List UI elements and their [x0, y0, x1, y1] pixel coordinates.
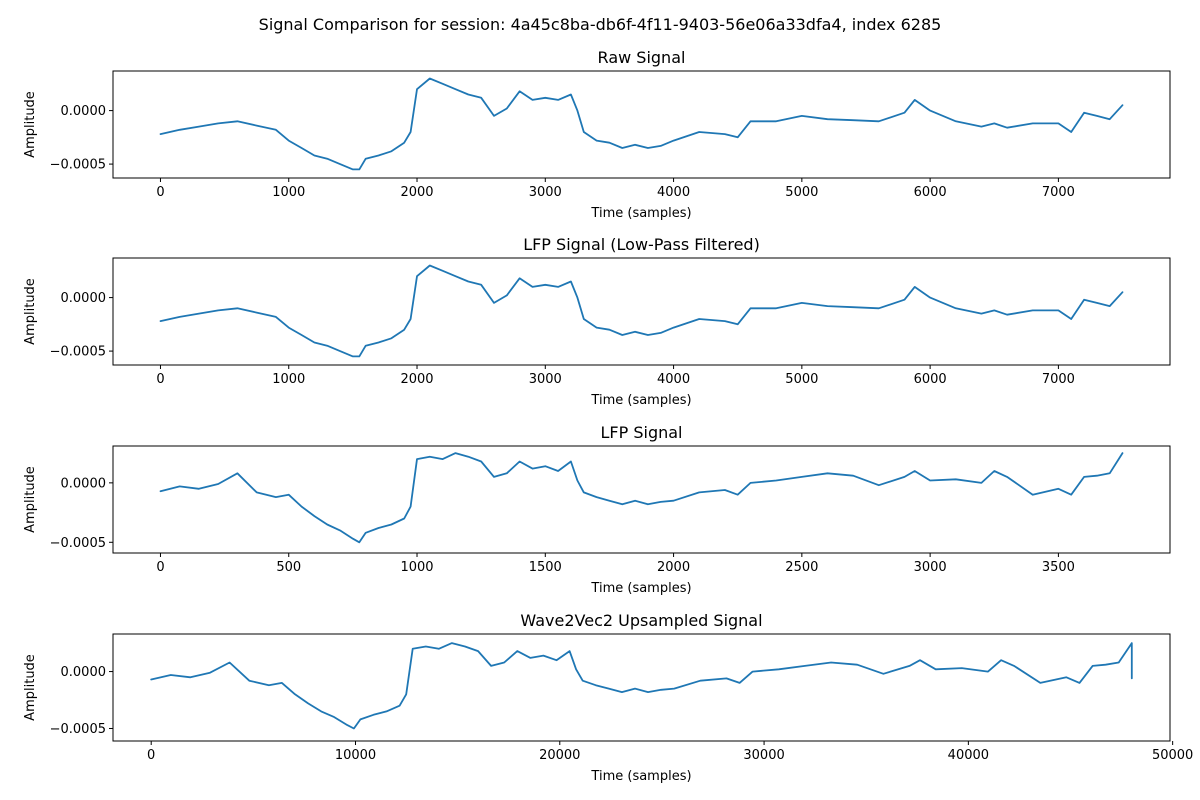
x-tick-label: 6000 — [914, 372, 947, 387]
subplot-3: LFP Signal 0 500 1000 1500 2000 2500 3000 3500 0.… — [23, 423, 1171, 596]
x-tick-label: 1000 — [400, 560, 433, 575]
x-tick-label: 1500 — [529, 560, 562, 575]
y-axis-label: Amplitude — [23, 654, 38, 721]
y-tick-label: −0.0005 — [50, 345, 106, 360]
subplot-title: Raw Signal — [598, 48, 686, 67]
x-tick-label: 30000 — [743, 748, 784, 763]
x-tick-label: 2000 — [657, 560, 690, 575]
x-tick-label: 2000 — [400, 372, 433, 387]
y-tick-label: 0.0000 — [61, 476, 107, 491]
axes-frame — [112, 70, 1171, 179]
x-tick-label: 0 — [147, 748, 155, 763]
series-line-1 — [159, 77, 1124, 171]
x-tick-label: 6000 — [914, 185, 947, 200]
subplot-title: LFP Signal — [601, 423, 683, 442]
y-axis-label: Amplitude — [23, 466, 38, 533]
subplot-4: Wave2Vec2 Upsampled Signal 0 10000 20000 300… — [23, 611, 1193, 784]
series-line-1 — [150, 642, 1133, 730]
x-tick-label: 5000 — [785, 372, 818, 387]
x-tick-label: 0 — [156, 372, 164, 387]
x-tick-label: 4000 — [657, 372, 690, 387]
y-tick-label: 0.0000 — [61, 104, 107, 119]
x-tick-label: 3000 — [914, 560, 947, 575]
x-tick-label: 500 — [276, 560, 301, 575]
subplot-title: Wave2Vec2 Upsampled Signal — [520, 611, 762, 630]
y-axis-label: Amplitude — [23, 278, 38, 345]
y-tick-label: 0.0000 — [61, 291, 107, 306]
subplot-1: Raw Signal 0 1000 2000 3000 4000 5000 6000 7000 0… — [23, 48, 1171, 221]
x-tick-label: 2500 — [785, 560, 818, 575]
x-tick-label: 1000 — [272, 372, 305, 387]
x-axis-label: Time (samples) — [590, 206, 691, 221]
x-tick-label: 3500 — [1042, 560, 1075, 575]
series-line-1 — [159, 264, 1124, 358]
y-tick-label: 0.0000 — [61, 665, 107, 680]
figure-suptitle: Signal Comparison for session: 4a45c8ba-… — [259, 15, 942, 34]
x-tick-label: 10000 — [335, 748, 376, 763]
x-tick-label: 40000 — [948, 748, 989, 763]
subplot-2: LFP Signal (Low-Pass Filtered) 0 1000 2000 3… — [23, 235, 1171, 408]
x-tick-label: 0 — [156, 185, 164, 200]
x-tick-label: 7000 — [1042, 185, 1075, 200]
x-tick-label: 5000 — [785, 185, 818, 200]
x-tick-label: 1000 — [272, 185, 305, 200]
x-axis-label: Time (samples) — [590, 769, 691, 784]
series-line-1 — [159, 452, 1124, 544]
x-axis-label: Time (samples) — [590, 581, 691, 596]
x-tick-label: 0 — [156, 560, 164, 575]
x-tick-label: 3000 — [529, 372, 562, 387]
x-tick-label: 4000 — [657, 185, 690, 200]
x-axis-label: Time (samples) — [590, 393, 691, 408]
y-axis-label: Amplitude — [23, 91, 38, 158]
x-tick-label: 7000 — [1042, 372, 1075, 387]
x-tick-label: 50000 — [1152, 748, 1193, 763]
axes-frame — [112, 257, 1171, 366]
subplot-title: LFP Signal (Low-Pass Filtered) — [523, 235, 760, 254]
x-tick-label: 2000 — [400, 185, 433, 200]
x-tick-label: 20000 — [539, 748, 580, 763]
axes-frame — [112, 445, 1171, 554]
axes-frame — [112, 633, 1171, 742]
y-tick-label: −0.0005 — [50, 722, 106, 737]
y-tick-label: −0.0005 — [50, 536, 106, 551]
x-tick-label: 3000 — [529, 185, 562, 200]
y-tick-label: −0.0005 — [50, 158, 106, 173]
